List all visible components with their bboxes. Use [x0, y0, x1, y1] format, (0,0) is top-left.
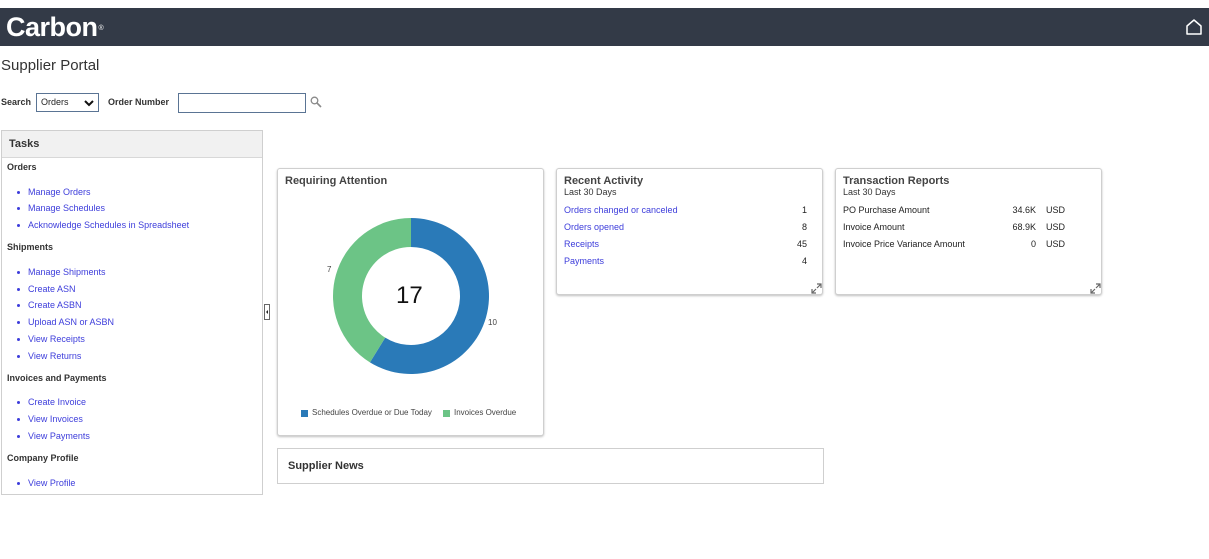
- tasks-section-invoices: Invoices and Payments: [7, 373, 107, 383]
- report-amount: 68.9K: [1012, 222, 1036, 232]
- bullet: [17, 321, 20, 324]
- bullet: [17, 271, 20, 274]
- search-label: Search: [1, 97, 32, 107]
- collapse-panel-icon[interactable]: [264, 304, 270, 320]
- recent-activity-subtitle: Last 30 Days: [564, 187, 617, 197]
- bullet: [17, 304, 20, 307]
- recent-activity-title: Recent Activity: [564, 175, 644, 187]
- bullet: [17, 482, 20, 485]
- donut-slice-schedules[interactable]: [369, 218, 489, 374]
- expand-icon[interactable]: [811, 283, 822, 294]
- slice-label-invoices: 7: [327, 265, 332, 274]
- activity-link-orders-opened[interactable]: Orders opened: [564, 222, 625, 232]
- link-manage-orders[interactable]: Manage Orders: [28, 187, 91, 197]
- link-manage-schedules[interactable]: Manage Schedules: [28, 203, 106, 213]
- activity-link-payments[interactable]: Payments: [564, 256, 605, 266]
- activity-count: 45: [796, 239, 807, 249]
- chevron-down-icon: [84, 100, 94, 107]
- page-title: Supplier Portal: [1, 57, 100, 74]
- link-create-asbn[interactable]: Create ASBN: [28, 300, 82, 310]
- link-view-receipts[interactable]: View Receipts: [28, 334, 85, 344]
- link-view-invoices[interactable]: View Invoices: [28, 414, 83, 424]
- report-amount: 34.6K: [1012, 205, 1036, 215]
- supplier-news-card: Supplier News: [277, 448, 824, 484]
- bullet: [17, 224, 20, 227]
- link-view-profile[interactable]: View Profile: [28, 478, 76, 488]
- tasks-title: Tasks: [2, 131, 262, 158]
- tasks-section-company-profile: Company Profile: [7, 453, 79, 463]
- bullet: [17, 435, 20, 438]
- search-icon[interactable]: [310, 96, 322, 108]
- report-amount: 0: [1030, 239, 1036, 249]
- requiring-attention-title: Requiring Attention: [285, 175, 388, 187]
- legend-invoices-overdue: Invoices Overdue: [454, 408, 517, 417]
- search-type-select[interactable]: Orders: [36, 93, 99, 112]
- activity-count: 4: [801, 256, 807, 266]
- report-label: Invoice Amount: [843, 222, 905, 232]
- tasks-section-shipments: Shipments: [7, 242, 54, 252]
- link-manage-shipments[interactable]: Manage Shipments: [28, 267, 106, 277]
- report-currency: USD: [1045, 205, 1065, 215]
- donut-chart: [332, 218, 489, 374]
- report-label: PO Purchase Amount: [843, 205, 930, 215]
- report-currency: USD: [1045, 222, 1065, 232]
- legend-swatch-schedules: [301, 410, 308, 417]
- transaction-reports-card: Transaction Reports Last 30 Days PO Purc…: [835, 168, 1102, 295]
- order-number-input[interactable]: [178, 93, 306, 113]
- legend-schedules-overdue: Schedules Overdue or Due Today: [312, 408, 432, 417]
- link-create-invoice[interactable]: Create Invoice: [28, 397, 87, 407]
- report-currency: USD: [1045, 239, 1065, 249]
- supplier-news-title: Supplier News: [288, 460, 364, 472]
- link-create-asn[interactable]: Create ASN: [28, 284, 76, 294]
- order-number-label: Order Number: [108, 97, 170, 107]
- link-acknowledge-schedules[interactable]: Acknowledge Schedules in Spreadsheet: [28, 220, 190, 230]
- donut-center-total: 17: [396, 282, 423, 309]
- recent-activity-card: Recent Activity Last 30 Days Orders chan…: [556, 168, 823, 295]
- tasks-panel: Tasks Orders Manage Orders Manage Schedu…: [1, 130, 263, 495]
- link-view-returns[interactable]: View Returns: [28, 351, 82, 361]
- app-header: Carbon®: [0, 8, 1209, 46]
- bullet: [17, 401, 20, 404]
- bullet: [17, 288, 20, 291]
- requiring-attention-card: Requiring Attention 17 10 7 Schedules Ov…: [277, 168, 544, 436]
- bullet: [17, 191, 20, 194]
- bullet: [17, 207, 20, 210]
- bullet: [17, 338, 20, 341]
- slice-label-schedules: 10: [488, 318, 497, 327]
- donut-slice-invoices[interactable]: [332, 218, 411, 363]
- legend-swatch-invoices: [443, 410, 450, 417]
- search-type-value: Orders: [41, 97, 69, 107]
- tasks-section-orders: Orders: [7, 162, 37, 172]
- activity-count: 1: [801, 205, 807, 215]
- report-label: Invoice Price Variance Amount: [843, 239, 965, 249]
- brand-logo[interactable]: Carbon®: [6, 12, 104, 42]
- bullet: [17, 355, 20, 358]
- expand-icon[interactable]: [1090, 283, 1101, 294]
- activity-count: 8: [801, 222, 807, 232]
- activity-link-receipts[interactable]: Receipts: [564, 239, 600, 249]
- transaction-reports-title: Transaction Reports: [843, 175, 950, 187]
- link-upload-asn[interactable]: Upload ASN or ASBN: [28, 317, 115, 327]
- home-icon[interactable]: [1185, 18, 1203, 36]
- activity-link-orders-changed[interactable]: Orders changed or canceled: [564, 205, 678, 215]
- top-strip: [0, 0, 1209, 8]
- bullet: [17, 418, 20, 421]
- link-view-payments[interactable]: View Payments: [28, 431, 90, 441]
- transaction-reports-subtitle: Last 30 Days: [843, 187, 896, 197]
